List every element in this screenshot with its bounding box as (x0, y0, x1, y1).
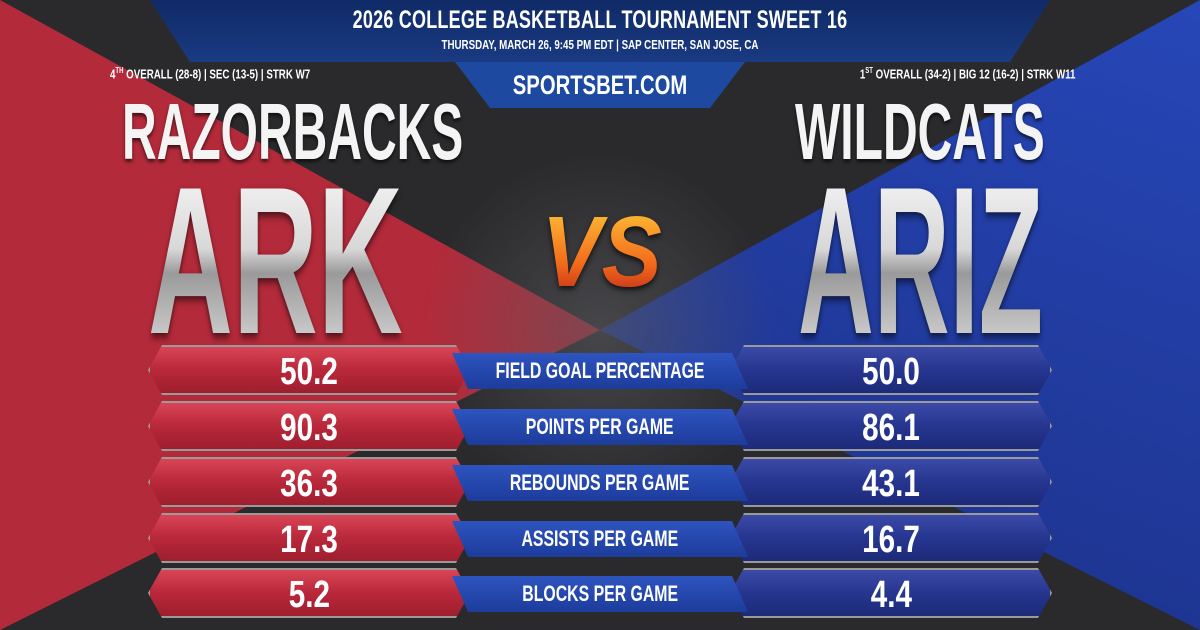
home-rank-suffix: ST (864, 66, 873, 75)
stat-row: 90.3 86.1 POINTS PER GAME (0, 401, 1200, 451)
away-rank: 4 (110, 66, 116, 82)
stat-row: 17.3 16.7 ASSISTS PER GAME (0, 513, 1200, 563)
stat-label: FIELD GOAL PERCENTAGE (452, 353, 748, 389)
stat-label: BLOCKS PER GAME (452, 576, 748, 612)
away-abbreviation: ARK (148, 140, 403, 382)
home-stat-text: 43.1 (862, 463, 920, 505)
stat-row: 36.3 43.1 REBOUNDS PER GAME (0, 457, 1200, 507)
home-stat-value: 43.1 (730, 457, 1052, 507)
stat-label-text: FIELD GOAL PERCENTAGE (495, 358, 705, 383)
event-subtitle: THURSDAY, MARCH 26, 9:45 PM EDT | SAP CE… (441, 37, 759, 52)
away-stat-value: 17.3 (148, 513, 470, 563)
vs-logo: VS (541, 196, 662, 308)
away-stat-value: 90.3 (148, 401, 470, 451)
home-stat-text: 86.1 (862, 407, 920, 449)
away-stat-value: 5.2 (148, 568, 470, 618)
stat-row: 5.2 4.4 BLOCKS PER GAME (0, 568, 1200, 618)
home-stat-text: 4.4 (870, 574, 912, 616)
away-rank-suffix: TH (115, 66, 124, 75)
home-record-text: OVERALL (34-2) | BIG 12 (16-2) | STRK W1… (872, 66, 1075, 82)
center-glow (420, 150, 780, 510)
away-record: 4TH OVERALL (28-8) | SEC (13-5) | STRK W… (110, 66, 310, 81)
away-stat-value: 36.3 (148, 457, 470, 507)
away-stat-text: 17.3 (280, 519, 338, 561)
home-stat-value: 4.4 (730, 568, 1052, 618)
home-stat-value: 86.1 (730, 401, 1052, 451)
home-nickname: WILDCATS (795, 87, 1045, 176)
stat-label-text: POINTS PER GAME (526, 414, 674, 439)
stat-label: ASSISTS PER GAME (452, 521, 748, 557)
away-stat-text: 90.3 (280, 407, 338, 449)
home-stat-text: 16.7 (862, 519, 920, 561)
home-stat-value: 16.7 (730, 513, 1052, 563)
away-stat-value: 50.2 (148, 345, 470, 395)
stat-label: REBOUNDS PER GAME (452, 465, 748, 501)
home-record: 1ST OVERALL (34-2) | BIG 12 (16-2) | STR… (859, 66, 1075, 81)
home-stat-value: 50.0 (730, 345, 1052, 395)
header-banner: 2026 COLLEGE BASKETBALL TOURNAMENT SWEET… (150, 0, 1050, 62)
stat-row: 50.2 50.0 FIELD GOAL PERCENTAGE (0, 345, 1200, 395)
away-nickname: RAZORBACKS (122, 87, 464, 176)
home-stat-text: 50.0 (862, 351, 920, 393)
away-stat-text: 5.2 (288, 574, 330, 616)
home-rank: 1 (859, 66, 865, 82)
stat-label-text: BLOCKS PER GAME (522, 581, 678, 606)
event-title: 2026 COLLEGE BASKETBALL TOURNAMENT SWEET… (352, 6, 848, 34)
site-banner: SPORTSBET.COM (455, 62, 745, 108)
home-abbreviation: ARIZ (798, 140, 1043, 382)
stat-label-text: REBOUNDS PER GAME (510, 470, 690, 495)
site-name: SPORTSBET.COM (512, 70, 688, 100)
stat-label: POINTS PER GAME (452, 409, 748, 445)
away-stat-text: 50.2 (280, 351, 338, 393)
away-stat-text: 36.3 (280, 463, 338, 505)
away-record-text: OVERALL (28-8) | SEC (13-5) | STRK W7 (123, 66, 311, 82)
stat-label-text: ASSISTS PER GAME (521, 526, 679, 551)
